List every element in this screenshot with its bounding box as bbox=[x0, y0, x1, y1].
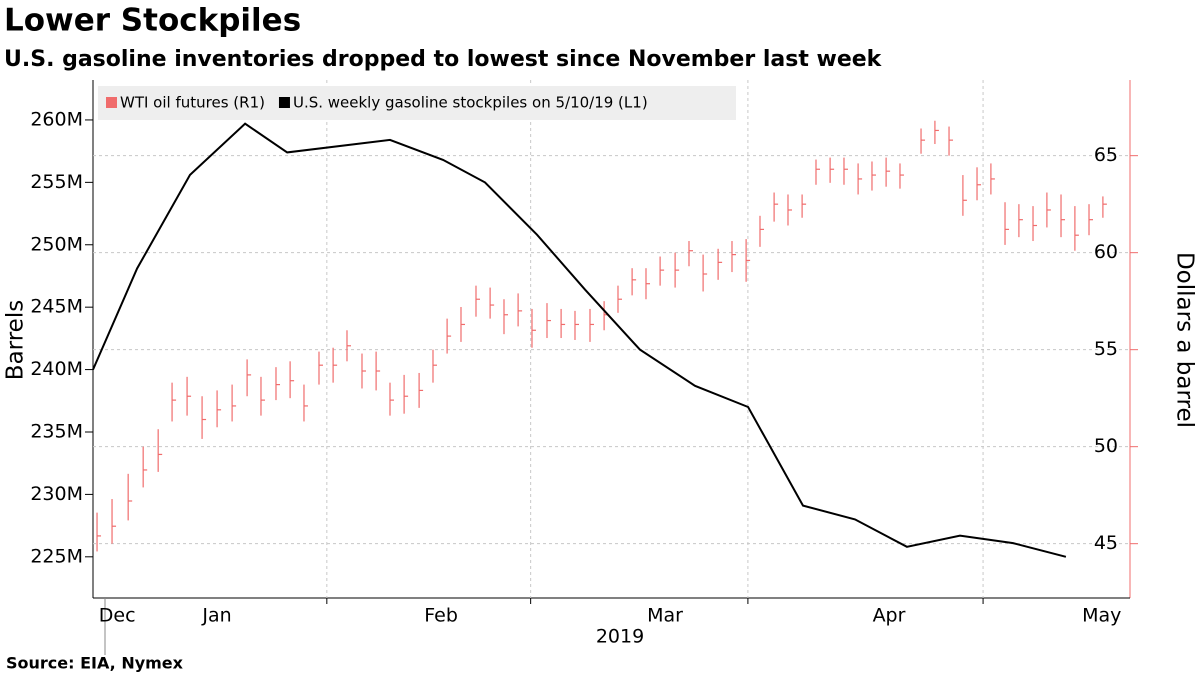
y-tick-label: 250M bbox=[30, 233, 83, 255]
grid bbox=[93, 80, 1130, 598]
legend-swatch bbox=[278, 97, 290, 108]
legend-swatch bbox=[106, 97, 117, 108]
x-tick-label: Mar bbox=[647, 605, 683, 627]
y2-tick-label: 65 bbox=[1094, 144, 1118, 166]
x-tick-label: Apr bbox=[873, 605, 906, 627]
y-tick-label: 245M bbox=[30, 296, 83, 318]
x-tick-label: May bbox=[1082, 605, 1121, 627]
x-axis-label: 2019 bbox=[596, 626, 644, 648]
y-tick-label: 260M bbox=[30, 108, 83, 130]
x-tick-label: Dec bbox=[99, 605, 136, 627]
legend-box bbox=[98, 86, 736, 120]
y2-tick-label: 55 bbox=[1094, 338, 1118, 360]
source: Source: EIA, Nymex bbox=[6, 654, 184, 673]
y-tick-label: 235M bbox=[30, 420, 83, 442]
legend-label: WTI oil futures (R1) bbox=[120, 94, 265, 112]
chart-title: Lower Stockpiles bbox=[4, 3, 301, 39]
legend: WTI oil futures (R1) U.S. weekly gasoline… bbox=[98, 86, 736, 120]
y-tick-label: 240M bbox=[30, 358, 83, 380]
y2-axis-label: Dollars a barrel bbox=[1172, 252, 1198, 428]
y-tick-label: 225M bbox=[30, 545, 83, 567]
line-series bbox=[92, 122, 1067, 558]
y2-tick-label: 50 bbox=[1094, 435, 1118, 457]
y2-tick-label: 60 bbox=[1094, 241, 1118, 263]
y-axis-label: Barrels bbox=[3, 300, 29, 380]
x-tick-label: Feb bbox=[424, 605, 458, 627]
y-tick-label: 230M bbox=[30, 483, 83, 505]
legend-label: U.S. weekly gasoline stockpiles on 5/10/… bbox=[293, 94, 648, 112]
chart-subtitle: U.S. gasoline inventories dropped to low… bbox=[4, 47, 883, 72]
y-tick-label: 255M bbox=[30, 171, 83, 193]
x-tick-label: Jan bbox=[201, 605, 231, 627]
y2-tick-label: 45 bbox=[1094, 532, 1118, 554]
ohlc-series bbox=[96, 120, 1107, 552]
